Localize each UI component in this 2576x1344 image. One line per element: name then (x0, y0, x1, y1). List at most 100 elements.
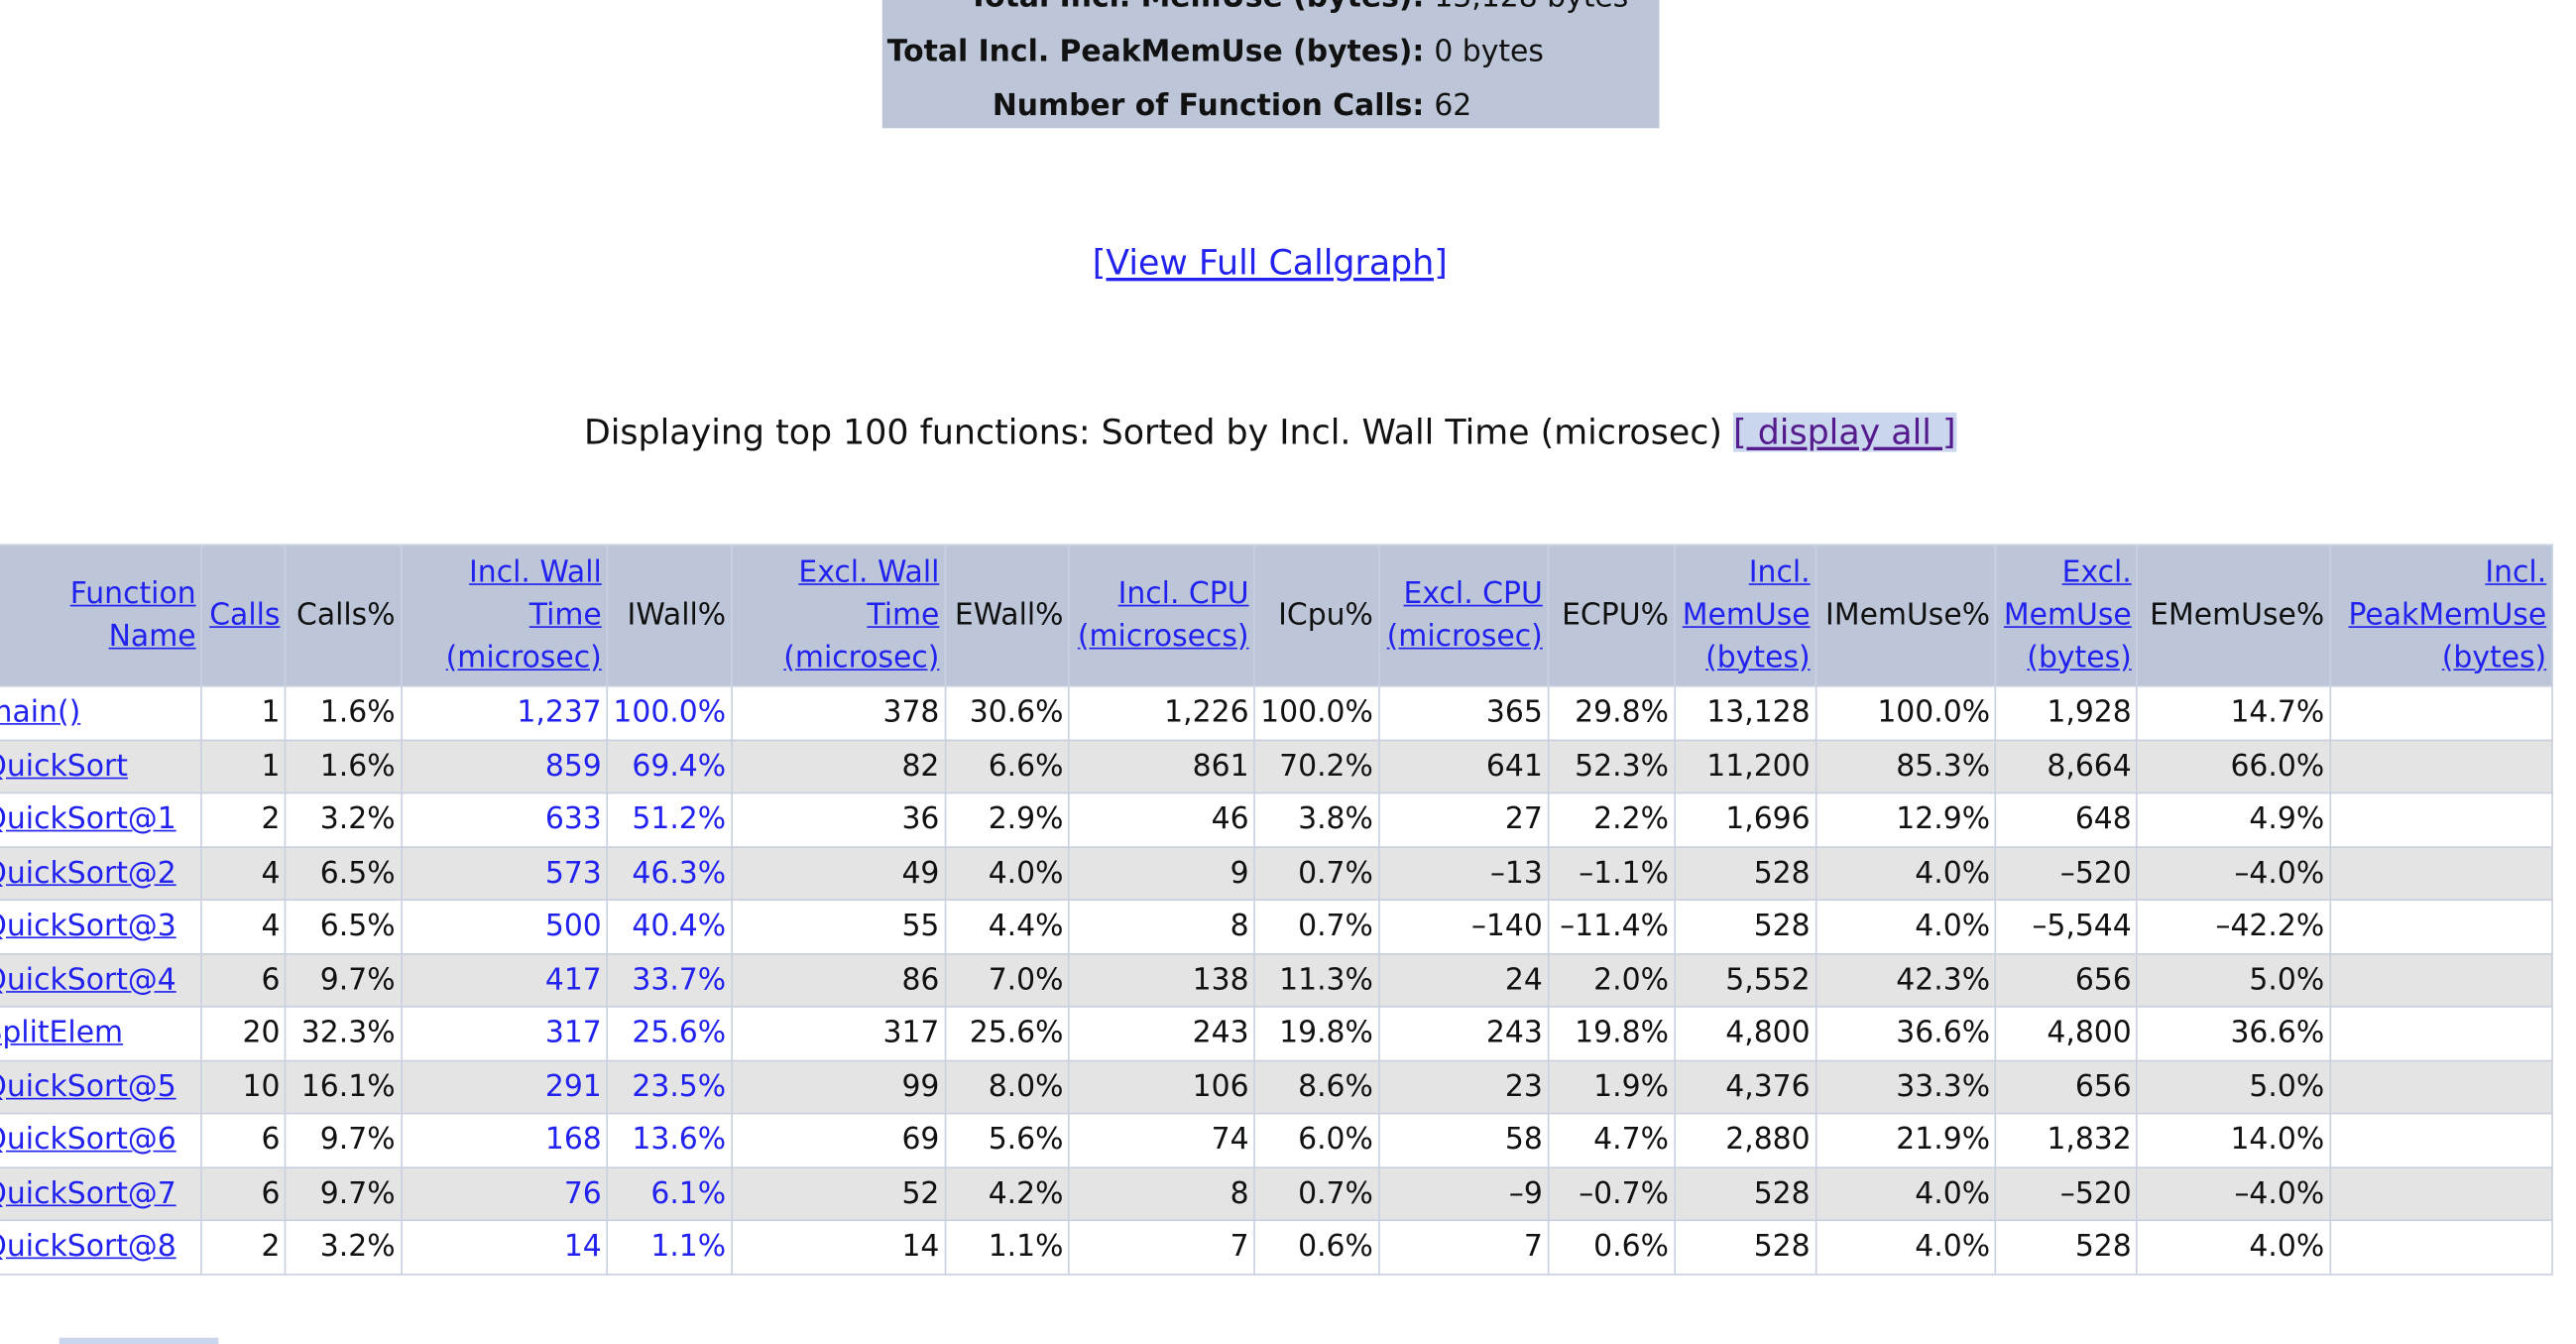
metric-cell: 6.0% (1253, 1112, 1380, 1168)
function-cell: QuickSort@8 (0, 1219, 203, 1275)
metric-cell: 36.6% (1815, 1006, 1997, 1061)
metric-cell: 2.9% (944, 792, 1071, 848)
function-link[interactable]: main() (0, 695, 81, 731)
metric-cell: 14.0% (2136, 1112, 2331, 1168)
summary-box: Total Incl. MemUse (bytes):13,128 bytesT… (881, 0, 1660, 129)
metric-cell: 0.7% (1253, 1165, 1380, 1222)
function-cell: QuickSort (0, 738, 203, 794)
function-link[interactable]: QuickSort@8 (0, 1229, 176, 1265)
metric-cell: 500 (400, 899, 609, 954)
summary-value: 0 bytes (1434, 34, 1544, 69)
metric-cell: 2 (200, 792, 288, 848)
metric-cell: 528 (1995, 1219, 2139, 1275)
metric-cell: 7 (1068, 1219, 1256, 1275)
sort-link[interactable]: Incl. PeakMemUse (bytes) (2348, 554, 2547, 675)
metric-cell: 52 (731, 1165, 947, 1222)
metric-cell: 1,226 (1068, 684, 1256, 741)
summary-label: Total Incl. MemUse (bytes): (882, 0, 1430, 25)
metric-cell: 3.2% (285, 1219, 403, 1275)
metric-cell: 1,832 (1995, 1112, 2139, 1168)
metric-cell: 0.6% (1547, 1219, 1676, 1275)
metric-cell: 243 (1068, 1006, 1256, 1061)
sort-link[interactable]: Excl. CPU (microsec) (1386, 575, 1543, 654)
function-link[interactable]: QuickSort@6 (0, 1123, 176, 1158)
metric-cell: 861 (1068, 738, 1256, 794)
function-cell: QuickSort@6 (0, 1112, 203, 1168)
metric-cell: 82 (731, 738, 947, 794)
metric-cell: 1 (200, 738, 288, 794)
empty-cell (2329, 684, 2553, 741)
sort-link[interactable]: Incl. MemUse (bytes) (1682, 554, 1811, 675)
metric-cell: 4.0% (1815, 899, 1997, 954)
function-cell: QuickSort@5 (0, 1058, 203, 1115)
sort-link[interactable]: Calls (209, 597, 281, 633)
function-link[interactable]: QuickSort@5 (0, 1069, 176, 1105)
metric-cell: 14 (400, 1219, 609, 1275)
summary-row: Number of Function Calls: 62 (882, 79, 1634, 134)
function-link[interactable]: QuickSort@4 (0, 962, 176, 998)
sort-link[interactable]: Incl. CPU (microsecs) (1077, 575, 1249, 654)
column-header: EWall% (944, 544, 1071, 687)
metric-cell: 51.2% (606, 792, 733, 848)
function-row: QuickSort@1 2 3.2% 633 51.2% 36 2.9% 46 3.8% 27 2.… (0, 792, 2553, 848)
function-cell: main() (0, 684, 203, 741)
metric-cell: 4.0% (2136, 1219, 2331, 1275)
sort-link[interactable]: Incl. Wall Time (microsec) (445, 554, 602, 675)
function-link[interactable]: QuickSort (0, 749, 128, 784)
metric-cell: 32.3% (285, 1006, 403, 1061)
function-link[interactable]: QuickSort@1 (0, 801, 176, 837)
sort-link[interactable]: Excl. MemUse (bytes) (2003, 554, 2132, 675)
metric-cell: 99 (731, 1058, 947, 1115)
function-cell: QuickSort@7 (0, 1165, 203, 1222)
column-header: Excl. MemUse (bytes) (1995, 544, 2139, 687)
metric-cell: 8.6% (1253, 1058, 1380, 1115)
metric-cell: 1,696 (1673, 792, 1817, 848)
metric-cell: 9.7% (285, 1165, 403, 1222)
metric-cell: 29.8% (1547, 684, 1676, 741)
empty-cell (2329, 1165, 2553, 1222)
sort-link[interactable]: Excl. Wall Time (microsec) (783, 554, 940, 675)
function-cell: QuickSort@2 (0, 845, 203, 901)
metric-cell: 6 (200, 1112, 288, 1168)
empty-cell (2329, 899, 2553, 954)
metric-cell: –13 (1377, 845, 1550, 901)
metric-cell: 100.0% (1815, 684, 1997, 741)
metric-cell: 42.3% (1815, 952, 1997, 1008)
function-link[interactable]: SplitElem (0, 1016, 124, 1051)
metric-cell: 49 (731, 845, 947, 901)
metric-cell: 19.8% (1253, 1006, 1380, 1061)
sort-link[interactable]: Function Name (69, 575, 196, 654)
callgraph-link[interactable]: [View Full Callgraph] (1092, 243, 1448, 283)
function-link[interactable]: QuickSort@3 (0, 909, 176, 944)
metric-cell: 0.7% (1253, 899, 1380, 954)
metric-cell: 1.1% (606, 1219, 733, 1275)
function-row: QuickSort@7 6 9.7% 76 6.1% 52 4.2% 8 0.7% –9 –0.7%… (0, 1165, 2553, 1222)
metric-cell: 9.7% (285, 952, 403, 1008)
column-header: IMemUse% (1815, 544, 1997, 687)
function-table: Function Name Calls Calls% Incl. Wall Time … (0, 544, 2553, 1275)
metric-cell: 5,552 (1673, 952, 1817, 1008)
metric-cell: 74 (1068, 1112, 1256, 1168)
metric-cell: 1 (200, 684, 288, 741)
function-link[interactable]: QuickSort@7 (0, 1175, 176, 1211)
function-row: QuickSort@8 2 3.2% 14 1.1% 14 1.1% 7 0.6% 7 0.6% 52… (0, 1219, 2553, 1275)
metric-cell: 16.1% (285, 1058, 403, 1115)
summary-table: Total Incl. MemUse (bytes):13,128 bytesT… (882, 0, 1634, 133)
metric-cell: 656 (1995, 952, 2139, 1008)
metric-cell: 317 (400, 1006, 609, 1061)
metric-cell: 14.7% (2136, 684, 2331, 741)
display-all-link[interactable]: [ display all ] (1733, 412, 1956, 452)
metric-cell: 365 (1377, 684, 1550, 741)
metric-cell: 106 (1068, 1058, 1256, 1115)
summary-row: Total Incl. PeakMemUse (bytes): 0 bytes (882, 25, 1634, 79)
metric-cell: 8 (1068, 1165, 1256, 1222)
metric-cell: 2.0% (1547, 952, 1676, 1008)
metric-cell: 138 (1068, 952, 1256, 1008)
metric-cell: 378 (731, 684, 947, 741)
metric-cell: 25.6% (944, 1006, 1071, 1061)
metric-cell: 656 (1995, 1058, 2139, 1115)
metric-cell: 528 (1673, 899, 1817, 954)
function-row: QuickSort 11.6%85969.4%826.6%86170.2%6415… (0, 738, 2553, 794)
function-link[interactable]: QuickSort@2 (0, 855, 176, 891)
